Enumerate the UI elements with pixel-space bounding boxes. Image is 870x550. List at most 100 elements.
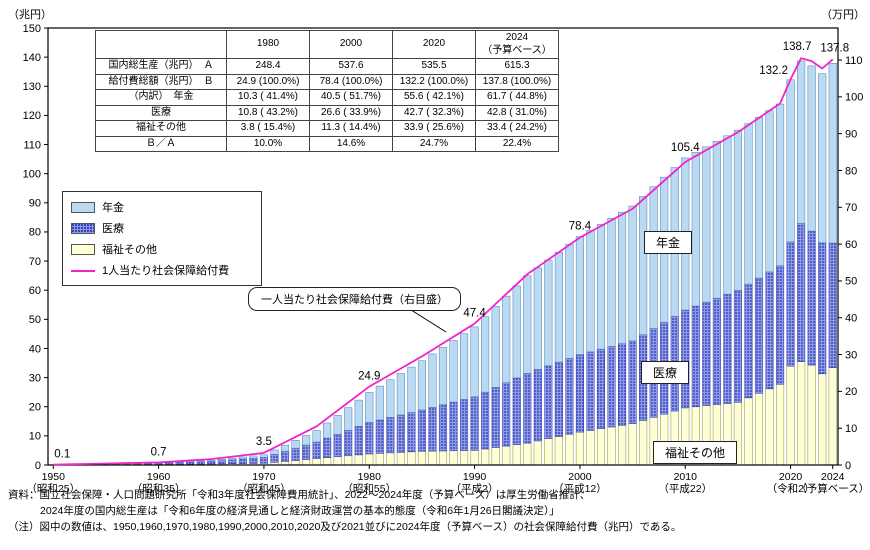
left-axis-tick-label: 50 (29, 314, 41, 326)
x-axis-tick-year: 2000 (568, 471, 592, 483)
x-axis-tick-era: （昭和45） (237, 483, 291, 495)
total-annotation-1990: 47.4 (463, 308, 486, 320)
total-annotation-1980: 24.9 (358, 371, 380, 383)
bar-1989 (460, 333, 469, 466)
x-axis-tick-year: 2024 (821, 471, 845, 483)
left-axis-tick-label: 40 (29, 343, 41, 355)
x-axis-tick-era: （平成12） (553, 483, 607, 495)
table-cell: 22.4% (475, 135, 559, 152)
table-col-header: 1980 (226, 30, 310, 59)
bar-2002 (596, 224, 606, 466)
bar-2021 (797, 60, 806, 466)
table-row: Ｂ／Ａ 10.0% 14.6% 24.7% 22.4% (95, 135, 559, 152)
bar-1983 (396, 373, 405, 466)
table-cell: 33.4 ( 24.2%) (475, 120, 559, 137)
left-axis-tick-label: 0 (35, 460, 41, 472)
table-header-row: 1980 2000 2020 2024 （予算ベース） (95, 30, 559, 59)
table-cell: 10.8 ( 43.2%) (226, 104, 310, 121)
per-capita-line (53, 57, 834, 466)
legend-item: 1人当たり社会保障給付費 (71, 262, 253, 278)
bar-1980 (365, 392, 374, 466)
bar-1972 (280, 444, 290, 466)
table-row-label: 給付費総額（兆円） Ｂ (95, 73, 227, 90)
legend-swatch-medical-icon (71, 222, 95, 234)
legend: 年金 医療 福祉その他 1人当たり社会保障給付費 (62, 191, 262, 286)
table-cell: 42.7 ( 32.3%) (392, 104, 476, 121)
bar-1975 (312, 430, 321, 466)
x-axis-tick-year: 1970 (252, 471, 276, 483)
table-cell: 615.3 (475, 58, 559, 75)
bar-2015 (733, 130, 742, 466)
bar-2003 (607, 217, 616, 466)
bar-1974 (302, 435, 311, 466)
bar-2000 (575, 236, 584, 466)
table-cell: 40.5 ( 51.7%) (309, 89, 393, 106)
left-axis-unit-label: （兆円） (8, 9, 52, 21)
figure-note: （注）図中の数値は、1950,1960,1970,1980,1990,2000,… (8, 520, 682, 533)
total-annotation-2024: 137.8 (820, 42, 849, 54)
bar-2020 (786, 79, 795, 466)
table-col-header: 2000 (309, 30, 393, 59)
bar-1973 (291, 440, 300, 466)
bar-2018 (765, 110, 774, 466)
left-axis-tick-label: 110 (23, 139, 41, 151)
left-axis-tick-label: 30 (29, 372, 41, 384)
region-label-pension: 年金 (644, 231, 693, 254)
right-axis-tick-label: 60 (845, 239, 857, 251)
bar-1968 (238, 456, 247, 466)
left-axis-tick-label: 130 (23, 81, 41, 93)
right-axis-tick-label: 50 (845, 276, 857, 288)
left-axis-tick-label: 20 (29, 402, 41, 414)
bar-2005 (628, 205, 637, 466)
bar-1982 (386, 379, 395, 466)
table-row: 給付費総額（兆円） Ｂ 24.9 (100.0%) 78.4 (100.0%) 132… (95, 73, 559, 90)
table-col-header: 2024 （予算ベース） (475, 30, 559, 59)
table-cell: 24.9 (100.0%) (226, 73, 310, 90)
x-axis-tick-era: （昭和35） (132, 483, 186, 495)
total-annotation-2021: 138.7 (783, 41, 812, 53)
bar-1967 (228, 457, 237, 466)
bar-2013 (712, 141, 721, 466)
bar-1977 (333, 415, 342, 466)
total-annotation-2020: 132.2 (759, 65, 788, 77)
x-axis-tick-year: 2010 (674, 471, 698, 483)
bar-2011 (691, 152, 700, 466)
footnotes: 資料：国立社会保障・人口問題研究所「令和3年度社会保障費用統計」、2022～20… (8, 488, 681, 535)
total-annotation-1950: 0.1 (54, 449, 70, 461)
table-cell: 137.8 (100.0%) (475, 73, 559, 90)
x-axis-tick-year: 2020 (779, 471, 803, 483)
x-axis-tick-era: （予算ベース） (796, 482, 869, 495)
legend-swatch-line-icon (71, 269, 95, 272)
bar-1997 (544, 259, 553, 466)
legend-label: 年金 (102, 202, 124, 214)
bar-1965 (207, 460, 216, 466)
right-axis-tick-label: 40 (845, 313, 857, 325)
bar-2014 (723, 135, 732, 466)
table-cell: 42.8 ( 31.0%) (475, 104, 559, 121)
bar-1991 (481, 316, 490, 466)
bar-1964 (196, 460, 205, 466)
left-axis-tick-label: 90 (29, 198, 41, 210)
right-axis-unit-label: （万円） (821, 9, 865, 21)
bar-2022 (807, 65, 816, 466)
callout-pointer-line (407, 307, 447, 333)
bar-1999 (565, 244, 574, 466)
left-axis-tick-label: 10 (29, 431, 41, 443)
bar-1976 (323, 422, 332, 466)
bar-1979 (354, 399, 363, 466)
legend-label: 福祉その他 (102, 244, 157, 256)
plot-frame (47, 27, 839, 466)
left-axis-tick-label: 80 (29, 227, 41, 239)
x-axis-tick-year: 1990 (463, 471, 487, 483)
x-axis-tick-era: （昭和25） (26, 483, 80, 495)
bar-1978 (344, 407, 353, 466)
bar-2024 (828, 63, 837, 466)
x-axis-tick-era: （平成22） (658, 483, 712, 495)
table-col-header (95, 30, 227, 59)
table-row-label: Ｂ／Ａ (95, 135, 227, 152)
total-annotation-1960: 0.7 (151, 446, 167, 458)
table-cell: 61.7 ( 44.8%) (475, 89, 559, 106)
right-axis-tick-label: 110 (845, 55, 863, 67)
right-axis-tick-label: 100 (845, 92, 863, 104)
table-cell: 248.4 (226, 58, 310, 75)
